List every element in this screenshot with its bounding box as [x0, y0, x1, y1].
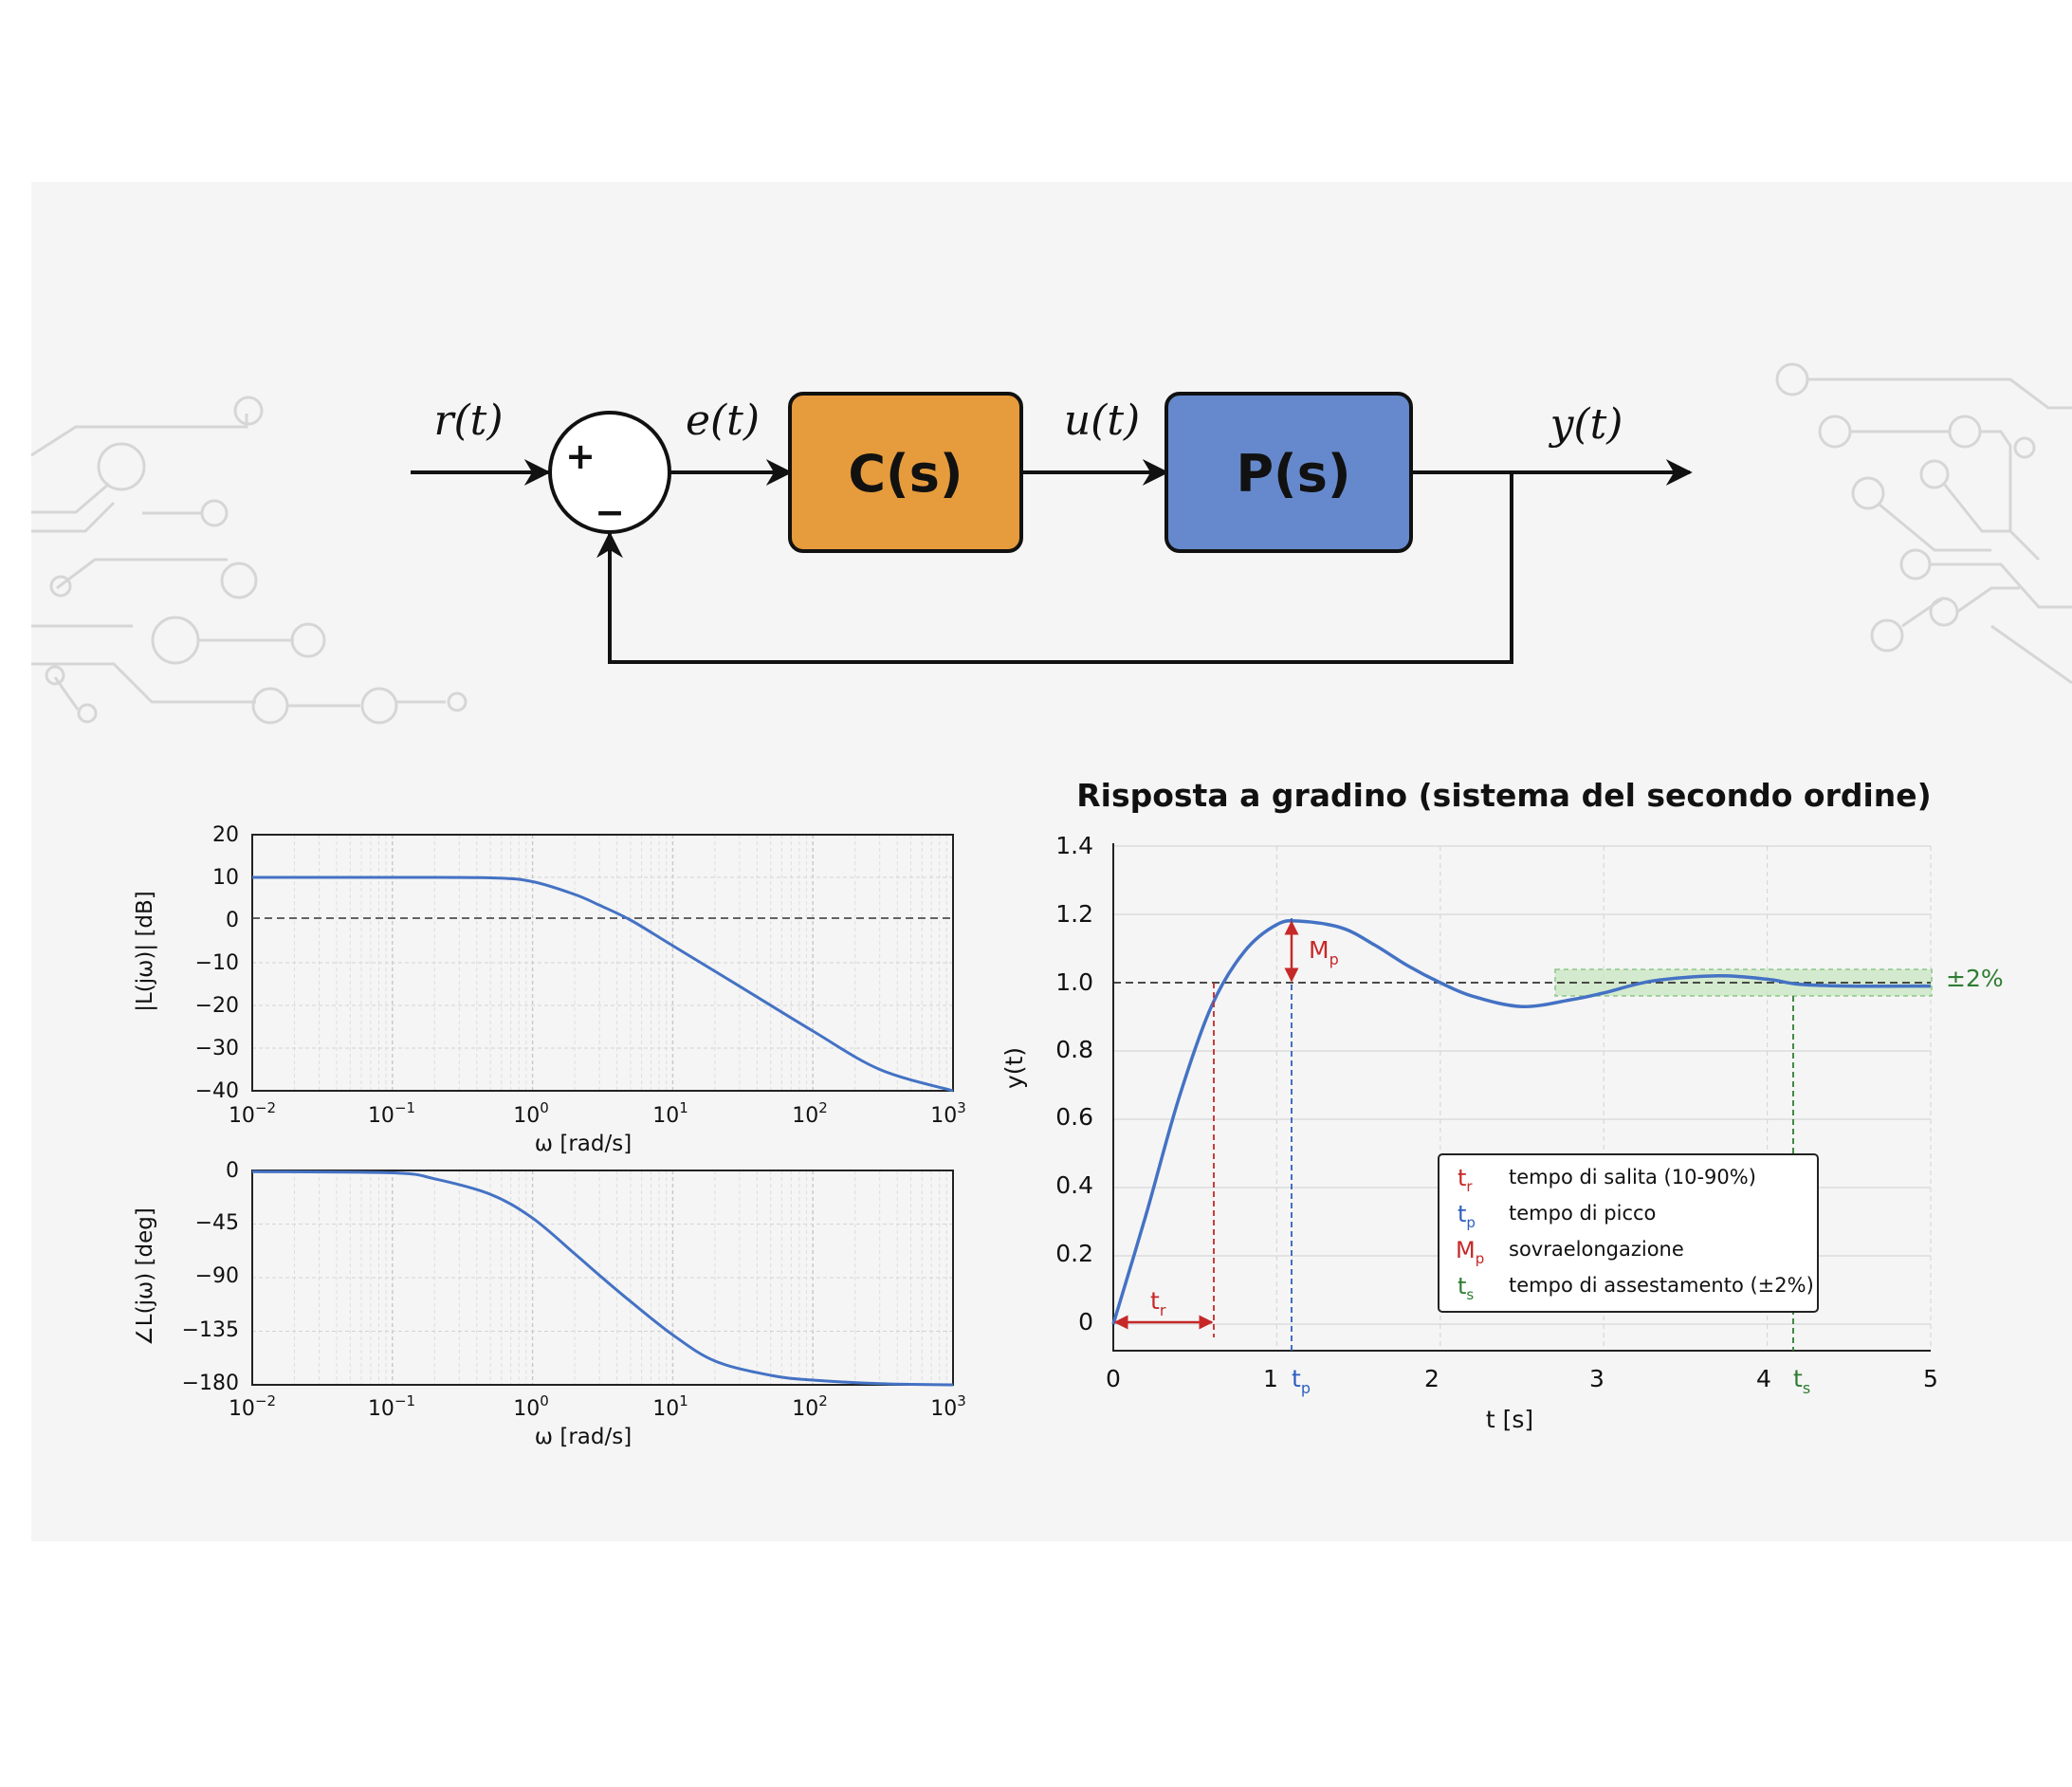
- step-axes-frame: [1112, 843, 1931, 1352]
- legend-box: [1438, 1153, 1819, 1313]
- ph-xtick-1e1: 101: [652, 1392, 688, 1421]
- step-ytick-1.4: 1.4: [1055, 832, 1093, 859]
- block-diagram: r(t) + − e(t) C(s) u(t) P(s) y(t): [411, 392, 1693, 664]
- mag-ytick-m40: −40: [195, 1079, 239, 1103]
- bode-magnitude-plot: 20 10 0 −10 −20 −30 −40 10−2 10−1 100 10…: [133, 823, 966, 1156]
- step-ytick-0.2: 0.2: [1055, 1240, 1093, 1267]
- legend-symbol-tr: tr: [1458, 1165, 1473, 1195]
- ph-ytick-m180: −180: [182, 1372, 239, 1395]
- step-xtick-2: 2: [1424, 1365, 1439, 1392]
- phase-ylabel: ∠L(jω) [deg]: [133, 1207, 157, 1346]
- phase-grid: [251, 1170, 953, 1385]
- ph-ytick-0: 0: [226, 1159, 239, 1183]
- magnitude-curve: [251, 875, 954, 1093]
- plant-label: P(s): [1236, 444, 1350, 504]
- summing-plus-sign: +: [565, 435, 596, 477]
- legend-item-mp: Mp sovraelongazione: [1456, 1237, 1684, 1267]
- step-ytick-0.4: 0.4: [1055, 1171, 1093, 1199]
- mag-ytick-0: 0: [226, 909, 239, 932]
- phase-axes-frame: [251, 1170, 954, 1386]
- mag-ytick-m20: −20: [195, 994, 239, 1018]
- summing-minus-sign: −: [595, 491, 625, 533]
- legend-item-tp: tp tempo di picco: [1458, 1201, 1656, 1231]
- output-signal-label: y(t): [1549, 400, 1623, 449]
- mag-xtick-1e-1: 10−1: [368, 1099, 415, 1128]
- ts-label: ts: [1793, 1365, 1810, 1397]
- legend-text-mp: sovraelongazione: [1509, 1238, 1684, 1261]
- step-title: Risposta a gradino (sistema del secondo …: [1076, 777, 1932, 814]
- phase-xlabel: ω [rad/s]: [535, 1425, 632, 1449]
- circuit-decoration-left: [30, 396, 468, 725]
- legend-text-tp: tempo di picco: [1509, 1202, 1656, 1225]
- legend-text-ts: tempo di assestamento (±2%): [1509, 1274, 1814, 1297]
- magnitude-axes-frame: [251, 834, 954, 1092]
- feedback-path: [596, 472, 1513, 664]
- ph-ytick-m135: −135: [182, 1318, 239, 1342]
- mp-label: Mp: [1309, 936, 1339, 968]
- step-xtick-1: 1: [1263, 1365, 1278, 1392]
- step-legend: tr tempo di salita (10-90%) tp tempo di …: [1438, 1153, 1819, 1313]
- ph-xtick-1e2: 102: [792, 1392, 828, 1421]
- step-xtick-4: 4: [1756, 1365, 1771, 1392]
- step-xtick-0: 0: [1106, 1365, 1121, 1392]
- error-signal-label: e(t): [686, 396, 760, 445]
- band-label: ±2%: [1946, 965, 2004, 992]
- circuit-decoration-right: [1775, 362, 2072, 685]
- step-ytick-1.0: 1.0: [1055, 968, 1093, 996]
- legend-symbol-tp: tp: [1458, 1201, 1476, 1231]
- mag-xtick-1e2: 102: [792, 1099, 828, 1128]
- tr-label: tr: [1150, 1287, 1166, 1319]
- figure-panel: [31, 182, 2072, 1541]
- step-response-plot: Risposta a gradino (sistema del secondo …: [1000, 777, 2004, 1433]
- reference-signal-label: r(t): [433, 396, 503, 445]
- step-xtick-3: 3: [1589, 1365, 1604, 1392]
- control-signal-label: u(t): [1064, 396, 1140, 445]
- ph-xtick-1e-1: 10−1: [368, 1392, 415, 1421]
- magnitude-xlabel: ω [rad/s]: [535, 1132, 632, 1156]
- mag-xtick-1e-2: 10−2: [229, 1099, 276, 1128]
- legend-item-ts: ts tempo di assestamento (±2%): [1458, 1273, 1814, 1303]
- legend-item-tr: tr tempo di salita (10-90%): [1458, 1165, 1756, 1195]
- step-ylabel: y(t): [1000, 1047, 1028, 1089]
- controller-label: C(s): [848, 444, 963, 504]
- mag-xtick-1e1: 101: [652, 1099, 688, 1128]
- step-ytick-0: 0: [1078, 1308, 1093, 1336]
- ph-ytick-m45: −45: [195, 1211, 239, 1235]
- legend-text-tr: tempo di salita (10-90%): [1509, 1166, 1756, 1188]
- step-ytick-0.6: 0.6: [1055, 1103, 1093, 1131]
- step-xtick-5: 5: [1923, 1365, 1938, 1392]
- tp-label: tp: [1292, 1365, 1311, 1397]
- bode-phase-plot: 0 −45 −90 −135 −180 10−2 10−1 100 101 10…: [133, 1159, 966, 1449]
- mag-xtick-1e3: 103: [930, 1099, 966, 1128]
- mag-ytick-20: 20: [212, 823, 239, 847]
- legend-symbol-mp: Mp: [1456, 1237, 1484, 1267]
- phase-curve: [251, 1170, 954, 1387]
- ph-xtick-1e0: 100: [513, 1392, 549, 1421]
- step-xlabel: t [s]: [1486, 1406, 1533, 1433]
- step-ytick-0.8: 0.8: [1055, 1036, 1093, 1063]
- ph-xtick-1e-2: 10−2: [229, 1392, 276, 1421]
- mag-ytick-10: 10: [212, 866, 239, 890]
- step-curve: [1111, 918, 1932, 1325]
- mag-xtick-1e0: 100: [513, 1099, 549, 1128]
- magnitude-ylabel: |L(jω)| [dB]: [133, 891, 157, 1012]
- ph-ytick-m90: −90: [195, 1264, 239, 1288]
- ph-xtick-1e3: 103: [930, 1392, 966, 1421]
- mag-ytick-m30: −30: [195, 1037, 239, 1060]
- step-ytick-1.2: 1.2: [1055, 900, 1093, 928]
- legend-symbol-ts: ts: [1458, 1273, 1474, 1303]
- mag-ytick-m10: −10: [195, 951, 239, 975]
